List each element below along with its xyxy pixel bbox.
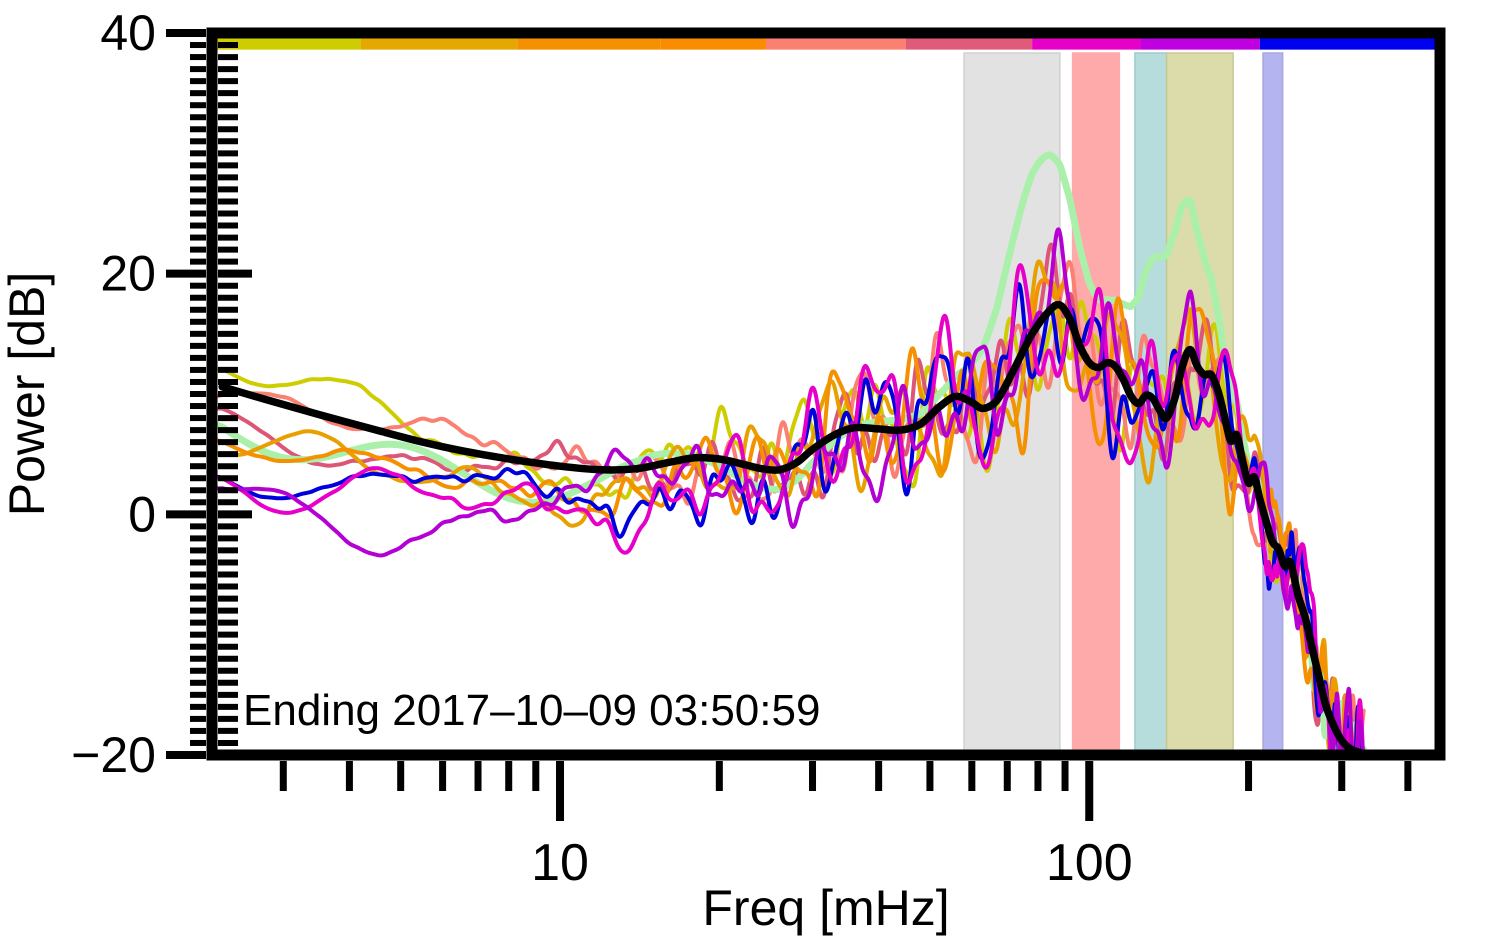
x-axis-title: Freq [mHz]: [702, 880, 949, 936]
frame-top: [206, 27, 1446, 39]
frame-right: [1434, 27, 1446, 761]
colorbar-band-2: [360, 36, 518, 50]
colorbar-band-8: [1140, 36, 1260, 50]
colorbar-band-4: [660, 36, 766, 50]
spectrum-curve-group: [212, 151, 1368, 755]
y-axis-title: Power [dB]: [0, 272, 55, 517]
colorbar-band-1: [212, 36, 361, 50]
shaded-band-lavender: [1262, 52, 1284, 756]
frame-bottom: [206, 749, 1446, 761]
frequency-band-colorbar: [212, 36, 1440, 50]
x-tick-label: 10: [531, 834, 589, 892]
colorbar-band-6: [905, 36, 1033, 50]
colorbar-band-9: [1259, 36, 1440, 50]
frame-left: [206, 27, 218, 761]
curve-spectrum-purple: [212, 227, 1366, 755]
ending-timestamp-annotation: Ending 2017–10–09 03:50:59: [243, 686, 820, 735]
axis-tick-labels: −20 0 20 40 10 100: [71, 5, 1132, 892]
axis-ticks: [166, 29, 1412, 821]
colorbar-band-5: [765, 36, 906, 50]
y-tick-label: 0: [128, 486, 156, 542]
plot-frame: [206, 27, 1446, 761]
curve-spectrum-palegreen: [212, 151, 1368, 755]
curve-mean-spectrum: [218, 300, 1364, 755]
colorbar-band-3: [517, 36, 661, 50]
x-tick-label: 100: [1046, 834, 1133, 892]
y-tick-label: 40: [100, 5, 156, 61]
colorbar-band-7: [1032, 36, 1141, 50]
y-tick-label: 20: [100, 246, 156, 302]
y-tick-label: −20: [71, 727, 156, 783]
